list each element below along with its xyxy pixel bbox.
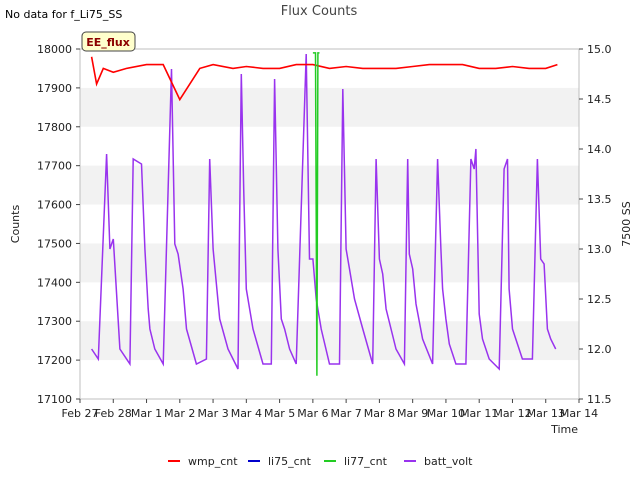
x-tick-label: Mar 4 bbox=[231, 407, 262, 420]
y-tick-label: 17400 bbox=[37, 276, 72, 289]
x-axis-label: Time bbox=[550, 423, 578, 436]
legend-label-li77_cnt: li77_cnt bbox=[344, 455, 388, 468]
x-tick-label: Mar 14 bbox=[560, 407, 598, 420]
grid-band bbox=[80, 321, 579, 361]
y-tick-label: 17600 bbox=[37, 199, 72, 212]
chart-title: Flux Counts bbox=[281, 4, 358, 19]
y-right-tick-label: 15.0 bbox=[587, 43, 612, 56]
y-axis-left: 17100 17200 17300 17400 17500 17600 17700 17800… bbox=[37, 43, 80, 406]
x-tick-label: Mar 1 bbox=[131, 407, 162, 420]
badge-label: EE_flux bbox=[86, 36, 130, 49]
x-tick-label: Feb 27 bbox=[62, 407, 99, 420]
y-tick-label: 17700 bbox=[37, 160, 72, 173]
grid-band bbox=[80, 165, 579, 205]
x-tick-label: Mar 6 bbox=[297, 407, 328, 420]
x-tick-label: Mar 8 bbox=[364, 407, 395, 420]
y-right-tick-label: 11.5 bbox=[587, 393, 612, 406]
badge: EE_flux bbox=[81, 31, 136, 52]
y-tick-label: 17300 bbox=[37, 315, 72, 328]
y-tick-label: 17100 bbox=[37, 393, 72, 406]
y-right-tick-label: 12.5 bbox=[587, 293, 612, 306]
x-tick-label: Mar 10 bbox=[427, 407, 465, 420]
x-tick-label: Mar 13 bbox=[527, 407, 565, 420]
x-tick-label: Mar 3 bbox=[197, 407, 228, 420]
y-tick-label: 17200 bbox=[37, 354, 72, 367]
x-tick-label: Mar 5 bbox=[264, 407, 295, 420]
grid-band bbox=[80, 243, 579, 283]
y-right-tick-label: 13.5 bbox=[587, 193, 612, 206]
x-tick-label: Mar 2 bbox=[164, 407, 195, 420]
legend-label-wmp_cnt: wmp_cnt bbox=[188, 455, 238, 468]
y-right-tick-label: 12.0 bbox=[587, 343, 612, 356]
y-axis-label: Counts bbox=[9, 205, 22, 244]
y-right-tick-label: 14.5 bbox=[587, 93, 612, 106]
series-line-wmp_cnt bbox=[90, 56, 558, 102]
y-tick-label: 17900 bbox=[37, 82, 72, 95]
x-tick-label: Feb 28 bbox=[95, 407, 132, 420]
y-right-tick-label: 14.0 bbox=[587, 143, 612, 156]
plot-frame bbox=[79, 48, 580, 400]
x-tick-label: Mar 9 bbox=[397, 407, 428, 420]
x-tick-label: Mar 7 bbox=[331, 407, 362, 420]
grid-band bbox=[80, 87, 579, 127]
badge-box bbox=[81, 31, 136, 52]
no-data-note: No data for f_Li75_SS bbox=[5, 8, 122, 21]
y-tick-label: 17500 bbox=[37, 237, 72, 250]
y-right-tick-label: 13.0 bbox=[587, 243, 612, 256]
background-bands bbox=[80, 87, 579, 361]
legend-label-batt_volt: batt_volt bbox=[424, 455, 473, 468]
legend-label-li75_cnt: li75_cnt bbox=[268, 455, 312, 468]
series-layer bbox=[90, 52, 558, 376]
x-tick-label: Mar 12 bbox=[493, 407, 531, 420]
y-axis-right-label: 7500 SS bbox=[620, 201, 633, 246]
series-line-li77_cnt bbox=[312, 52, 320, 376]
x-tick-label: Mar 11 bbox=[460, 407, 498, 420]
y-tick-label: 17800 bbox=[37, 121, 72, 134]
y-tick-label: 18000 bbox=[37, 43, 72, 56]
y-axis-right: 11.5 12.0 12.5 13.0 13.5 14.0 14.5 15.0 bbox=[579, 43, 612, 406]
series-line-batt_volt bbox=[90, 53, 557, 371]
legend: wmp_cnt li75_cnt li77_cnt batt_volt bbox=[168, 455, 473, 468]
